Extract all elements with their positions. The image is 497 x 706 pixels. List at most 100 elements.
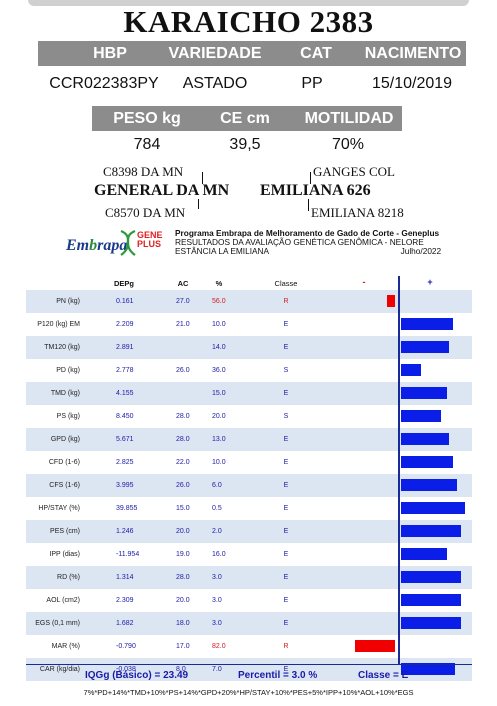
ac-value: 20.0 (176, 528, 190, 535)
pct-value: 6.0 (212, 482, 222, 489)
table-row: AOL (cm2) 2.309 20.0 3.0 E (26, 589, 472, 612)
info-header-bar: HBP VARIEDADE CAT NACIMENTO (38, 41, 466, 66)
classe-value: S (283, 367, 289, 374)
summary-iqg: IQGg (Básico) = 23.49 (85, 670, 189, 681)
pedigree-line (202, 172, 203, 184)
pct-value: 10.0 (212, 459, 226, 466)
depg-value: -11.954 (116, 551, 140, 558)
col-plus: + (427, 277, 433, 287)
pct-value: 7.0 (212, 666, 222, 673)
pct-value: 10.0 (212, 321, 226, 328)
summary-classe: Classe = E (358, 670, 409, 681)
value-peso: 784 (133, 136, 161, 153)
dep-bar (387, 295, 395, 307)
depg-value: 1.314 (116, 574, 134, 581)
pct-value: 16.0 (212, 551, 226, 558)
depg-value: 4.155 (116, 390, 134, 397)
header-motilidad: MOTILIDAD (304, 110, 394, 127)
pct-value: 56.0 (212, 298, 226, 305)
depg-value: -0.038 (116, 666, 136, 673)
ac-value: 17.0 (176, 643, 190, 650)
depg-value: -0.790 (116, 643, 136, 650)
trait-label: PD (kg) (56, 367, 80, 374)
dep-bar (401, 364, 421, 376)
trait-label: CFS (1-6) (49, 482, 80, 489)
ac-value: 19.0 (176, 551, 190, 558)
classe-value: E (283, 620, 289, 627)
pct-value: 20.0 (212, 413, 226, 420)
dep-bar (401, 617, 461, 629)
trait-label: PES (cm) (50, 528, 80, 535)
value-cat: PP (301, 75, 323, 92)
measures-header-bar: PESO kg CE cm MOTILIDAD (92, 106, 402, 131)
table-row: GPD (kg) 5.671 28.0 13.0 E (26, 428, 472, 451)
table-row: MAR (%) -0.790 17.0 82.0 R (26, 635, 472, 658)
table-row: CFD (1-6) 2.825 22.0 10.0 E (26, 451, 472, 474)
value-nacimento: 15/10/2019 (371, 75, 453, 92)
dep-bar (401, 318, 453, 330)
table-row: TM120 (kg) 2.891 14.0 E (26, 336, 472, 359)
trait-label: CAR (kg/dia) (39, 666, 80, 673)
dep-bar (401, 433, 449, 445)
col-depg: DEPg (113, 279, 135, 288)
header-nacimento: NACIMENTO (364, 45, 462, 62)
depg-value: 2.891 (116, 344, 134, 351)
embrapa-logo: Embrapa (66, 237, 128, 254)
table-row: CFS (1-6) 3.995 26.0 6.0 E (26, 474, 472, 497)
ac-value: 15.0 (176, 505, 190, 512)
depg-value: 2.825 (116, 459, 134, 466)
table-row: HP/STAY (%) 39.855 15.0 0.5 E (26, 497, 472, 520)
header-hbp: HBP (93, 45, 127, 62)
pedigree-sire-sire: C8398 DA MN (103, 164, 184, 179)
classe-value: E (283, 666, 289, 673)
dep-bar (401, 479, 457, 491)
pedigree-dam-sire: GANGES COL (313, 164, 395, 179)
depg-value: 1.682 (116, 620, 134, 627)
top-decorative-bar (28, 0, 469, 6)
depg-value: 8.450 (116, 413, 134, 420)
depg-value: 39.855 (116, 505, 138, 512)
dep-bar (401, 341, 449, 353)
dep-bar (401, 594, 461, 606)
header-peso: PESO kg (113, 110, 181, 127)
classe-value: R (283, 643, 289, 650)
program-farm: ESTÂNCIA LA EMILIANA Julho/2022 (175, 246, 442, 256)
program-info: Programa Embrapa de Melhoramento de Gado… (175, 229, 442, 256)
classe-value: E (283, 574, 289, 581)
pct-value: 15.0 (212, 390, 226, 397)
table-row: CAR (kg/dia) -0.038 8.0 7.0 E (26, 658, 472, 681)
ac-value: 28.0 (176, 436, 190, 443)
bar-axis (398, 276, 400, 664)
trait-label: MAR (%) (51, 643, 80, 650)
pedigree-dam-dam: EMILIANA 8218 (311, 205, 404, 220)
geneplus-logo-text: GENE PLUS (137, 230, 163, 249)
classe-value: S (283, 413, 289, 420)
pct-value: 3.0 (212, 597, 222, 604)
pct-value: 3.0 (212, 620, 222, 627)
header-variedade: VARIEDADE (168, 45, 262, 62)
col-pct: % (215, 279, 223, 288)
table-row: PES (cm) 1.246 20.0 2.0 E (26, 520, 472, 543)
table-bottom-line (26, 664, 472, 665)
depg-value: 2.209 (116, 321, 134, 328)
depg-value: 0.161 (116, 298, 134, 305)
trait-label: PS (kg) (56, 413, 80, 420)
value-motilidad: 70% (331, 136, 365, 153)
classe-value: E (283, 321, 289, 328)
pct-value: 2.0 (212, 528, 222, 535)
classe-value: E (283, 344, 289, 351)
ac-value: 28.0 (176, 413, 190, 420)
trait-label: EGS (0,1 mm) (35, 620, 80, 627)
classe-value: E (283, 390, 289, 397)
col-classe: Classe (274, 279, 298, 288)
classe-value: E (283, 528, 289, 535)
col-minus: - (362, 277, 366, 287)
ac-value: 18.0 (176, 620, 190, 627)
trait-label: TM120 (kg) (44, 344, 80, 351)
pct-value: 82.0 (212, 643, 226, 650)
summary-percentil: Percentil = 3.0 % (238, 670, 318, 681)
ac-value: 26.0 (176, 367, 190, 374)
trait-label: RD (%) (57, 574, 80, 581)
depg-value: 3.995 (116, 482, 134, 489)
pct-value: 13.0 (212, 436, 226, 443)
